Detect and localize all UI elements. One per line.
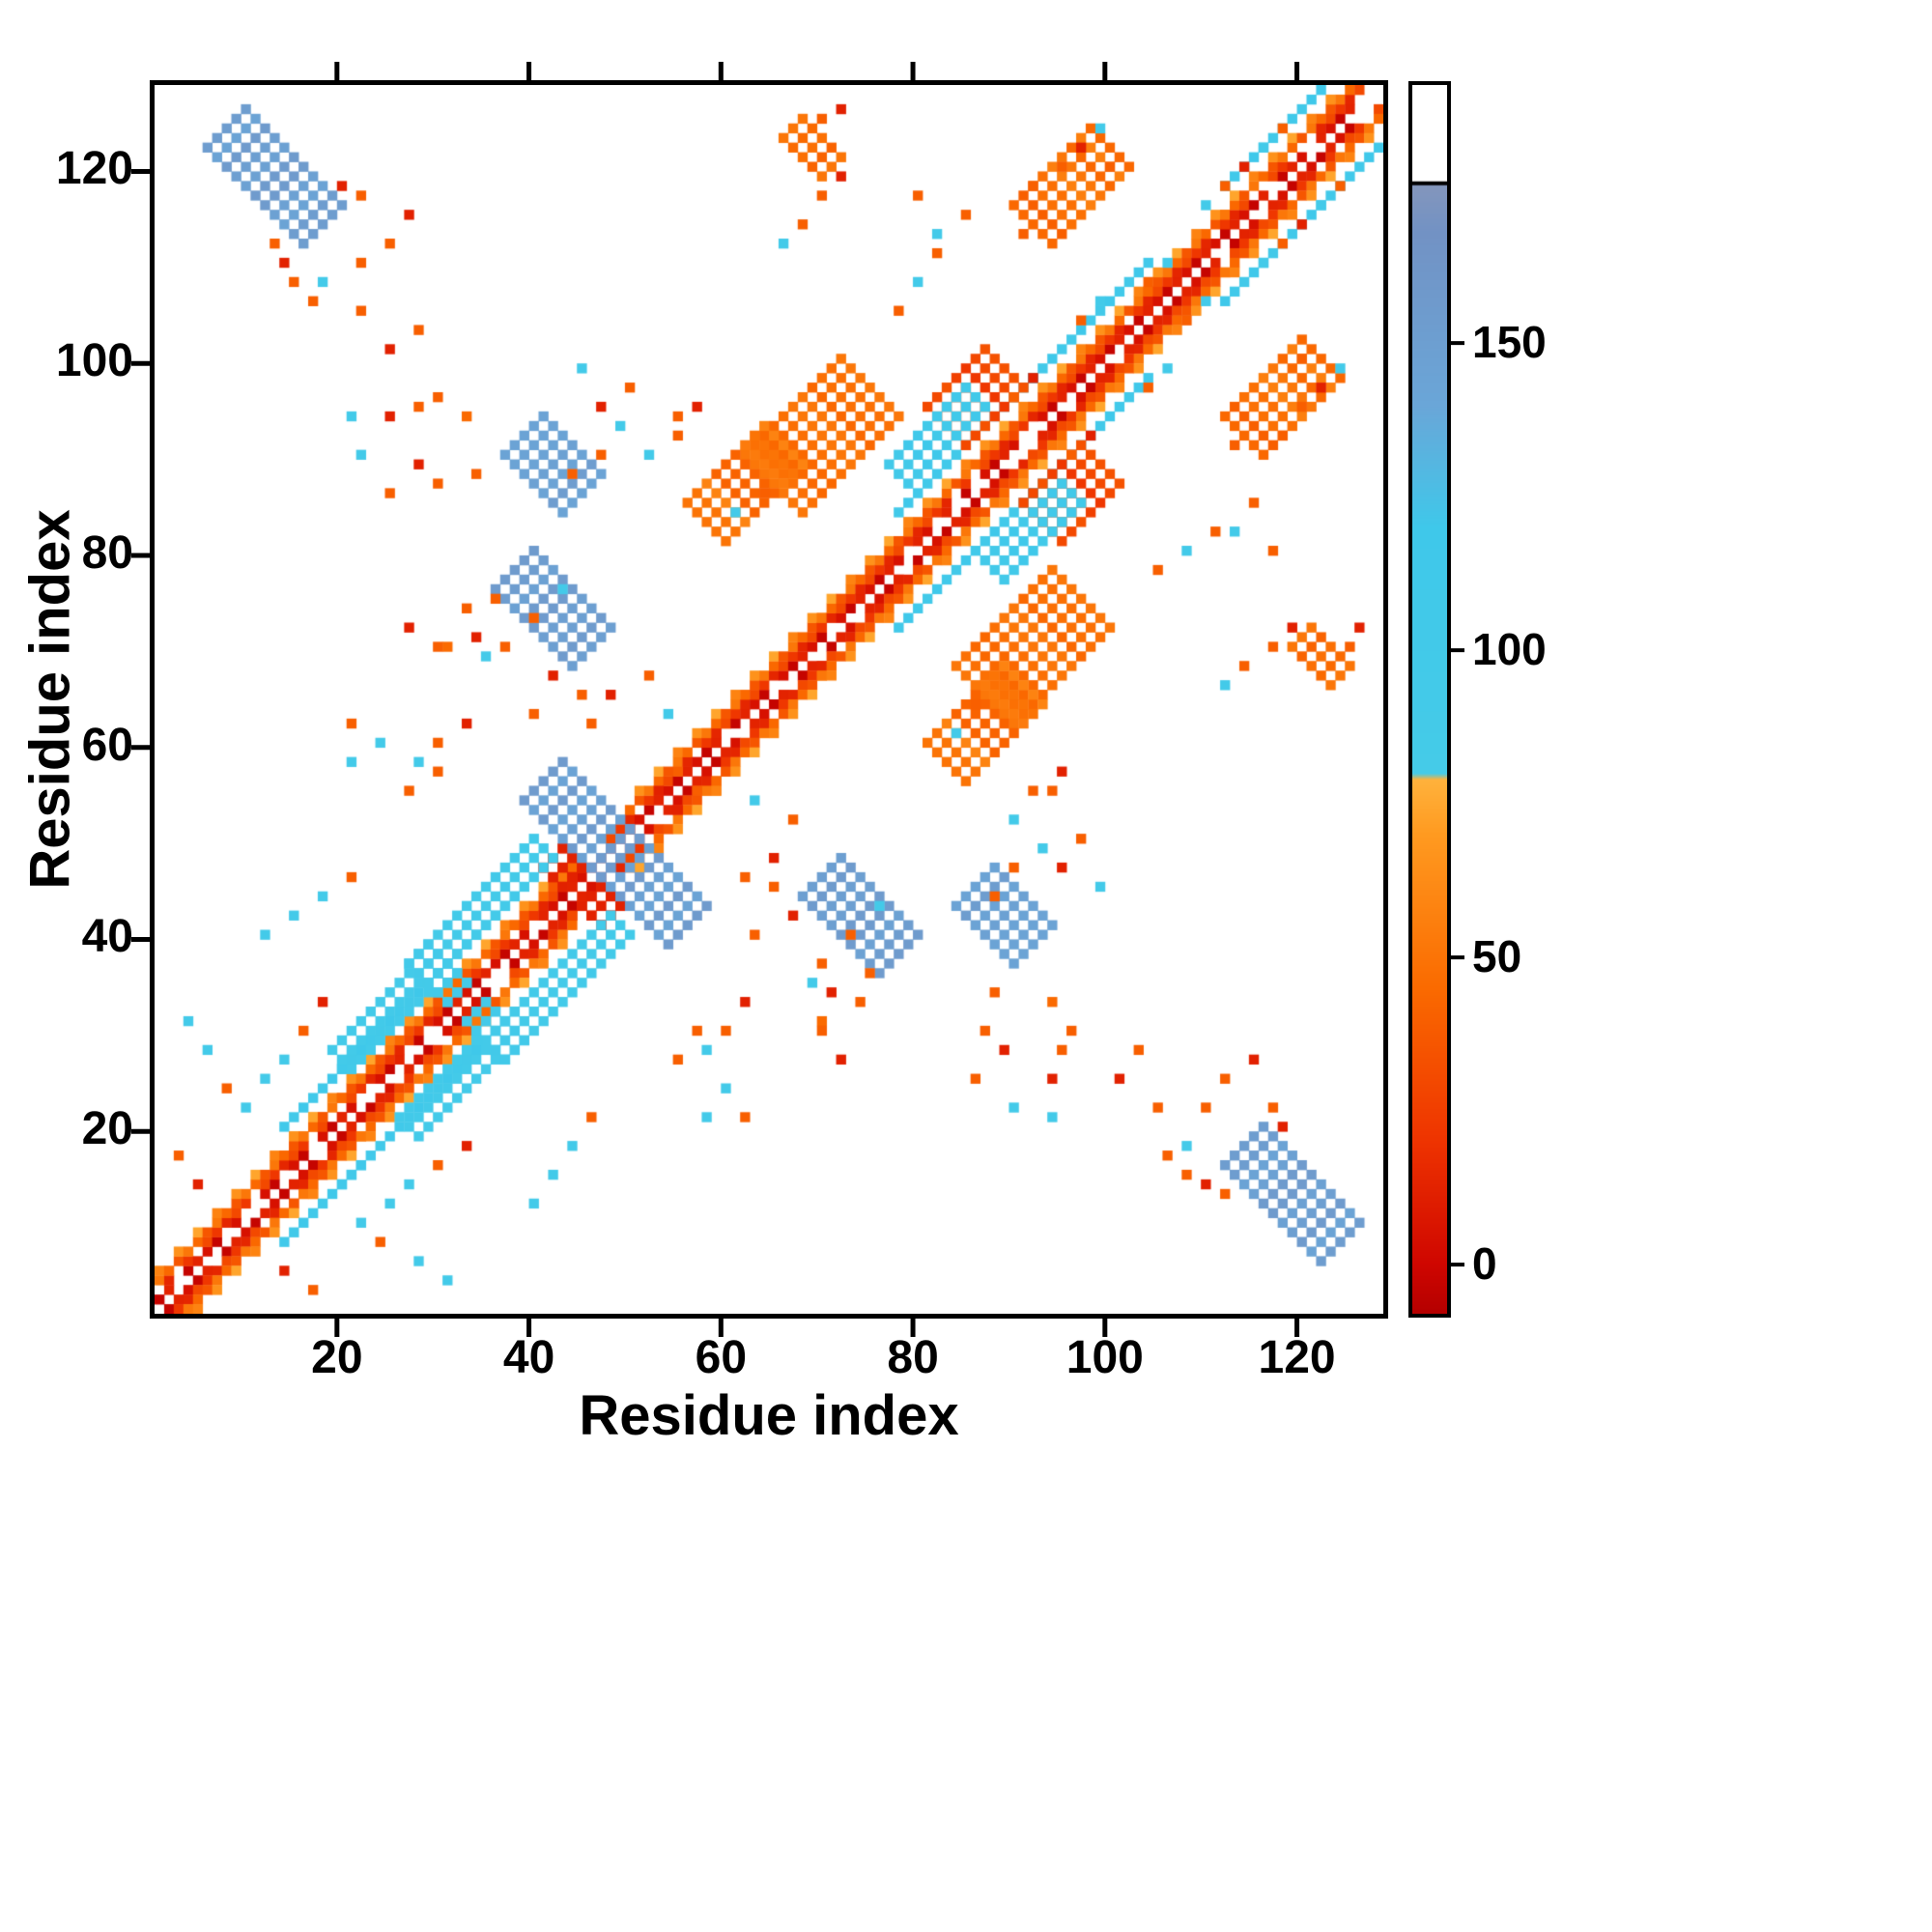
residue-contact-heatmap: [155, 85, 1383, 1314]
x-tick-label: 40: [502, 1332, 555, 1383]
x-tick-label: 20: [311, 1332, 363, 1383]
x-tick-label: 80: [887, 1332, 939, 1383]
y-tick-label: 60: [81, 719, 133, 771]
x-tick-label: 60: [695, 1332, 748, 1383]
y-tick-label: 80: [81, 526, 133, 579]
x-tick-label: 120: [1258, 1332, 1336, 1383]
colorbar-tick-label: 150: [1472, 317, 1547, 368]
y-tick-label: 20: [81, 1103, 133, 1155]
y-tick-label: 100: [55, 335, 133, 387]
x-tick-label: 100: [1065, 1332, 1144, 1383]
colorbar-gradient: [1412, 85, 1447, 1314]
x-axis-label: Residue index: [579, 1384, 959, 1447]
colorbar-tick-label: 50: [1472, 931, 1522, 982]
colorbar-tick-label: 100: [1472, 624, 1547, 675]
y-tick-label: 120: [55, 143, 133, 195]
y-tick-label: 40: [81, 911, 133, 963]
colorbar-tick-label: 0: [1472, 1238, 1497, 1290]
